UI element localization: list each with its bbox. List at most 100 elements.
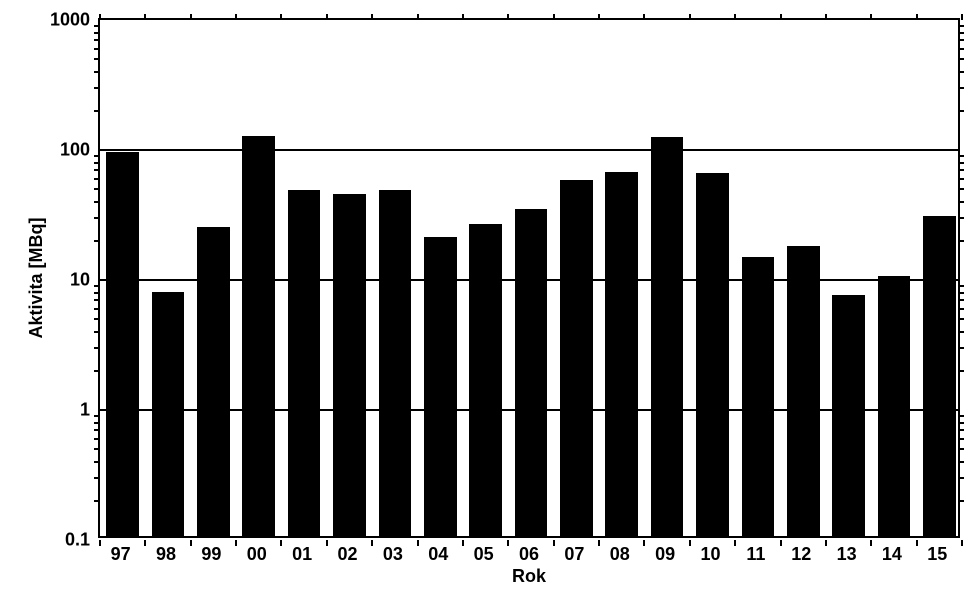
y-minor-tick [958,87,964,89]
y-axis-title: Aktivita [MBq] [26,218,47,339]
x-tick-mark [780,14,782,20]
x-tick-label: 14 [882,544,902,565]
x-tick-mark [417,14,419,20]
y-minor-tick [94,178,100,180]
x-tick-mark [144,14,146,20]
x-tick-mark [417,540,419,546]
y-minor-tick [94,308,100,310]
x-tick-mark [280,14,282,20]
y-minor-tick [94,500,100,502]
y-minor-tick [958,178,964,180]
x-tick-mark [144,540,146,546]
x-tick-mark [190,540,192,546]
x-tick-label: 97 [111,544,131,565]
gridline [100,149,958,151]
x-tick-label: 15 [927,544,947,565]
y-minor-tick [958,285,964,287]
bar [288,190,321,536]
x-tick-label: 13 [837,544,857,565]
y-minor-tick [94,48,100,50]
y-minor-tick [94,58,100,60]
x-tick-mark [326,14,328,20]
y-minor-tick [958,162,964,164]
y-minor-tick [958,58,964,60]
y-minor-tick [958,292,964,294]
y-tick-label: 0.1 [65,530,100,551]
y-minor-tick [958,188,964,190]
x-tick-label: 01 [292,544,312,565]
bar [651,137,684,536]
y-minor-tick [94,415,100,417]
y-minor-tick [94,162,100,164]
y-minor-tick [958,110,964,112]
x-tick-mark [689,14,691,20]
x-tick-mark [643,540,645,546]
bar [379,190,412,536]
x-tick-mark [99,14,101,20]
x-tick-mark [734,540,736,546]
bar [469,224,502,536]
y-minor-tick [958,240,964,242]
x-tick-mark [825,540,827,546]
chart-container: Aktivita [MBq] 0.11101001000 Rok 9798990… [0,0,980,603]
x-tick-mark [280,540,282,546]
y-minor-tick [94,155,100,157]
y-minor-tick [94,39,100,41]
y-minor-tick [958,39,964,41]
y-minor-tick [958,169,964,171]
y-minor-tick [94,292,100,294]
y-minor-tick [958,25,964,27]
plot-area: 0.11101001000 [98,18,960,538]
y-minor-tick [94,331,100,333]
y-minor-tick [958,201,964,203]
x-tick-mark [326,540,328,546]
x-tick-label: 11 [746,544,765,565]
y-minor-tick [958,155,964,157]
bar [560,180,593,536]
x-tick-label: 08 [610,544,630,565]
x-tick-mark [553,540,555,546]
y-minor-tick [94,448,100,450]
y-minor-tick [958,299,964,301]
y-minor-tick [94,201,100,203]
x-tick-mark [371,14,373,20]
y-minor-tick [94,32,100,34]
y-minor-tick [94,110,100,112]
bar [787,246,820,536]
x-tick-mark [870,14,872,20]
y-minor-tick [958,461,964,463]
y-minor-tick [958,438,964,440]
y-minor-tick [94,422,100,424]
y-minor-tick [958,448,964,450]
x-tick-label: 12 [791,544,811,565]
x-tick-mark [99,540,101,546]
y-minor-tick [958,477,964,479]
x-tick-mark [235,540,237,546]
y-minor-tick [958,422,964,424]
y-minor-tick [958,415,964,417]
x-tick-mark [689,540,691,546]
x-tick-mark [507,540,509,546]
y-minor-tick [94,299,100,301]
y-minor-tick [94,461,100,463]
bar [832,295,865,536]
y-minor-tick [94,318,100,320]
x-tick-label: 98 [156,544,176,565]
bar [515,209,548,536]
x-tick-label: 09 [655,544,675,565]
y-minor-tick [958,347,964,349]
x-tick-mark [916,540,918,546]
y-minor-tick [958,71,964,73]
x-tick-mark [598,14,600,20]
bar [333,194,366,536]
y-minor-tick [94,429,100,431]
x-tick-mark [598,540,600,546]
y-minor-tick [94,370,100,372]
x-tick-mark [961,540,963,546]
y-minor-tick [94,347,100,349]
x-tick-mark [870,540,872,546]
y-minor-tick [958,318,964,320]
x-tick-mark [371,540,373,546]
bar [197,227,230,536]
x-tick-label: 03 [383,544,403,565]
